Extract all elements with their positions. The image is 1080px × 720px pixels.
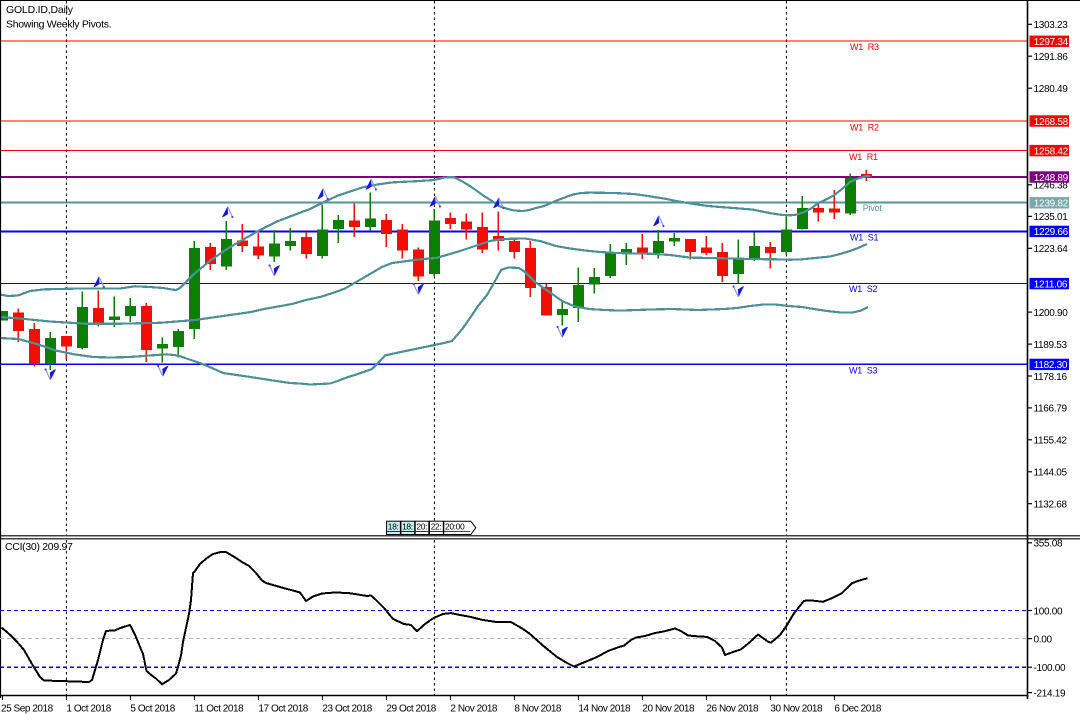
svg-text:100.00: 100.00: [1034, 606, 1064, 617]
svg-text:11 Oct 2018: 11 Oct 2018: [194, 704, 244, 715]
svg-text:6 Dec 2018: 6 Dec 2018: [834, 704, 882, 715]
svg-text:1246.38: 1246.38: [1034, 181, 1069, 192]
svg-text:Showing Weekly Pivots.: Showing Weekly Pivots.: [6, 19, 111, 31]
svg-text:26 Nov 2018: 26 Nov 2018: [706, 704, 759, 715]
svg-text:1 Oct 2018: 1 Oct 2018: [66, 704, 111, 715]
svg-text:1258.42: 1258.42: [1034, 146, 1069, 157]
svg-text:1291.86: 1291.86: [1034, 52, 1069, 63]
svg-text:18:: 18:: [388, 522, 399, 532]
svg-text:5 Oct 2018: 5 Oct 2018: [130, 704, 175, 715]
svg-text:-100.00: -100.00: [1034, 663, 1067, 674]
svg-text:1248.89: 1248.89: [1034, 173, 1069, 184]
svg-text:2 Nov 2018: 2 Nov 2018: [450, 704, 498, 715]
svg-text:W1 R3: W1 R3: [850, 42, 879, 52]
svg-text:1303.23: 1303.23: [1034, 20, 1069, 31]
svg-text:23 Oct 2018: 23 Oct 2018: [322, 704, 372, 715]
svg-text:25 Sep 2018: 25 Sep 2018: [1, 704, 54, 715]
svg-text:20:: 20:: [416, 522, 427, 532]
svg-text:355.08: 355.08: [1034, 539, 1064, 550]
svg-text:1132.68: 1132.68: [1034, 500, 1068, 511]
svg-text:1280.49: 1280.49: [1034, 84, 1069, 95]
svg-text:1297.34: 1297.34: [1034, 37, 1069, 48]
svg-text:1182.30: 1182.30: [1034, 360, 1068, 371]
svg-text:1155.42: 1155.42: [1034, 436, 1068, 447]
svg-text:30 Nov 2018: 30 Nov 2018: [770, 704, 823, 715]
svg-text:1268.58: 1268.58: [1034, 117, 1069, 128]
svg-text:1223.64: 1223.64: [1034, 244, 1069, 255]
svg-text:1189.53: 1189.53: [1034, 340, 1068, 351]
svg-text:GOLD.ID,Daily: GOLD.ID,Daily: [6, 4, 74, 16]
svg-text:1166.79: 1166.79: [1034, 404, 1068, 415]
svg-text:-214.19: -214.19: [1034, 688, 1067, 699]
svg-text:22:: 22:: [431, 522, 442, 532]
svg-text:29 Oct 2018: 29 Oct 2018: [386, 704, 436, 715]
svg-text:W1 Pivot: W1 Pivot: [845, 203, 882, 213]
svg-text:W1 S2: W1 S2: [849, 284, 878, 294]
svg-text:W1 R1: W1 R1: [849, 152, 878, 162]
svg-text:W1 R2: W1 R2: [850, 123, 879, 133]
svg-text:1200.90: 1200.90: [1034, 308, 1069, 319]
svg-text:1235.01: 1235.01: [1034, 212, 1069, 223]
svg-text:1178.16: 1178.16: [1034, 372, 1068, 383]
svg-text:18:: 18:: [402, 522, 413, 532]
svg-text:20:00: 20:00: [445, 522, 465, 532]
svg-text:20 Nov 2018: 20 Nov 2018: [642, 704, 695, 715]
svg-text:8 Nov 2018: 8 Nov 2018: [514, 704, 562, 715]
svg-text:0.00: 0.00: [1034, 634, 1053, 645]
svg-text:1211.06: 1211.06: [1034, 279, 1068, 290]
svg-text:14 Nov 2018: 14 Nov 2018: [578, 704, 631, 715]
svg-text:1239.82: 1239.82: [1034, 199, 1069, 210]
svg-text:1144.05: 1144.05: [1034, 468, 1068, 479]
svg-text:W1 S1: W1 S1: [850, 232, 879, 242]
svg-text:W1 S3: W1 S3: [849, 366, 878, 376]
svg-text:17 Oct 2018: 17 Oct 2018: [258, 704, 308, 715]
svg-text:1229.66: 1229.66: [1034, 227, 1069, 238]
svg-text:CCI(30) 209.97: CCI(30) 209.97: [5, 541, 73, 553]
